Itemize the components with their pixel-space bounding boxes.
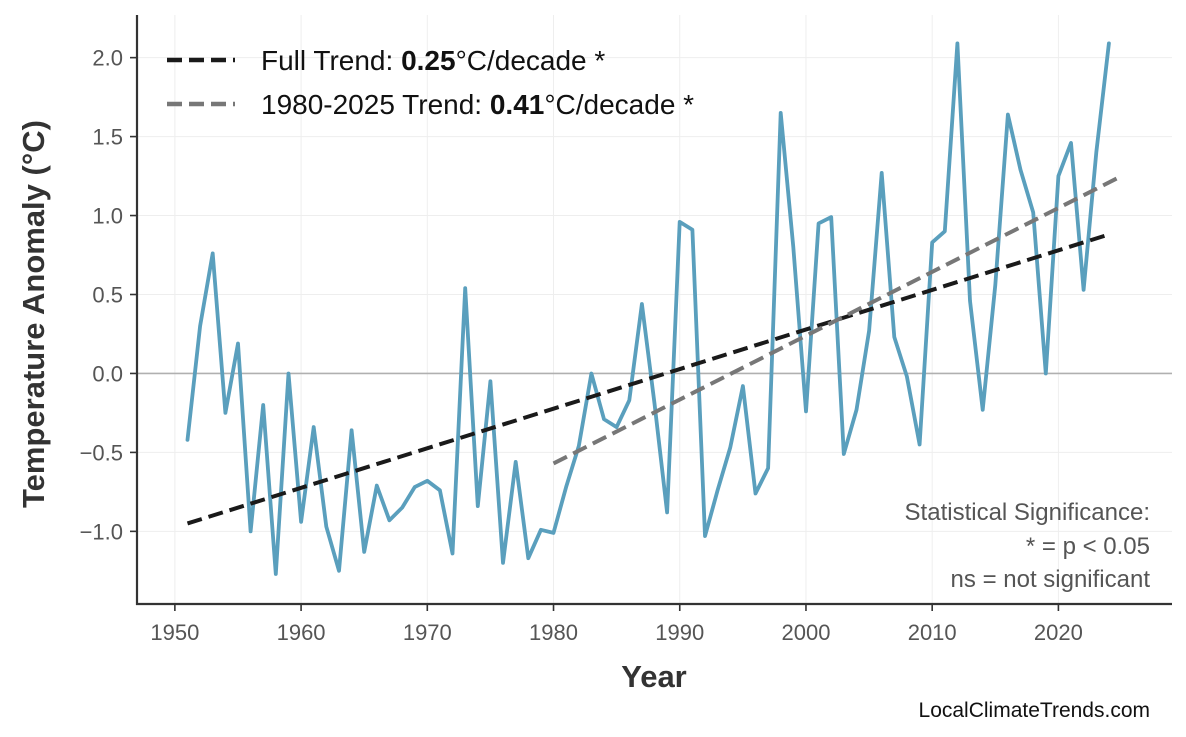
axis-ticks: 1950 1960 1970 1980 1990 2000 2010 2020 −1.0 −0.5…: [80, 46, 1083, 645]
significance-note-line: * = p < 0.05: [1026, 533, 1150, 560]
x-tick-label: 2000: [781, 620, 830, 645]
y-tick-label: 1.5: [92, 125, 123, 150]
y-tick-label: 2.0: [92, 46, 123, 71]
y-tick-label: 0.5: [92, 282, 123, 307]
legend-label-full-trend: Full Trend: 0.25°C/decade *: [261, 45, 605, 76]
y-tick-label: 1.0: [92, 204, 123, 229]
x-axis-title: Year: [621, 659, 687, 694]
source-credit: LocalClimateTrends.com: [919, 699, 1150, 722]
x-tick-label: 1960: [277, 620, 326, 645]
x-tick-label: 2020: [1034, 620, 1083, 645]
significance-note-line: ns = not significant: [951, 566, 1151, 593]
series-layer: [185, 41, 1111, 576]
y-tick-label: −1.0: [80, 519, 123, 544]
x-tick-label: 2010: [908, 620, 957, 645]
significance-note: Statistical Significance: * = p < 0.05 n…: [905, 499, 1151, 593]
legend-label-recent-trend: 1980-2025 Trend: 0.41°C/decade *: [261, 89, 694, 120]
x-tick-label: 1970: [403, 620, 452, 645]
legend: Full Trend: 0.25°C/decade * 1980-2025 Tr…: [167, 45, 694, 120]
x-tick-label: 1990: [655, 620, 704, 645]
y-tick-label: 0.0: [92, 361, 123, 386]
y-axis-title: Temperature Anomaly (°C): [16, 120, 51, 508]
x-tick-label: 1980: [529, 620, 578, 645]
significance-note-line: Statistical Significance:: [905, 499, 1150, 526]
trend-layer: [186, 174, 1123, 526]
recent-trend-line: [552, 174, 1123, 466]
x-tick-label: 1950: [150, 620, 199, 645]
y-tick-label: −0.5: [80, 440, 123, 465]
full-trend-line: [186, 232, 1110, 526]
anomaly-series-line: [185, 41, 1111, 576]
